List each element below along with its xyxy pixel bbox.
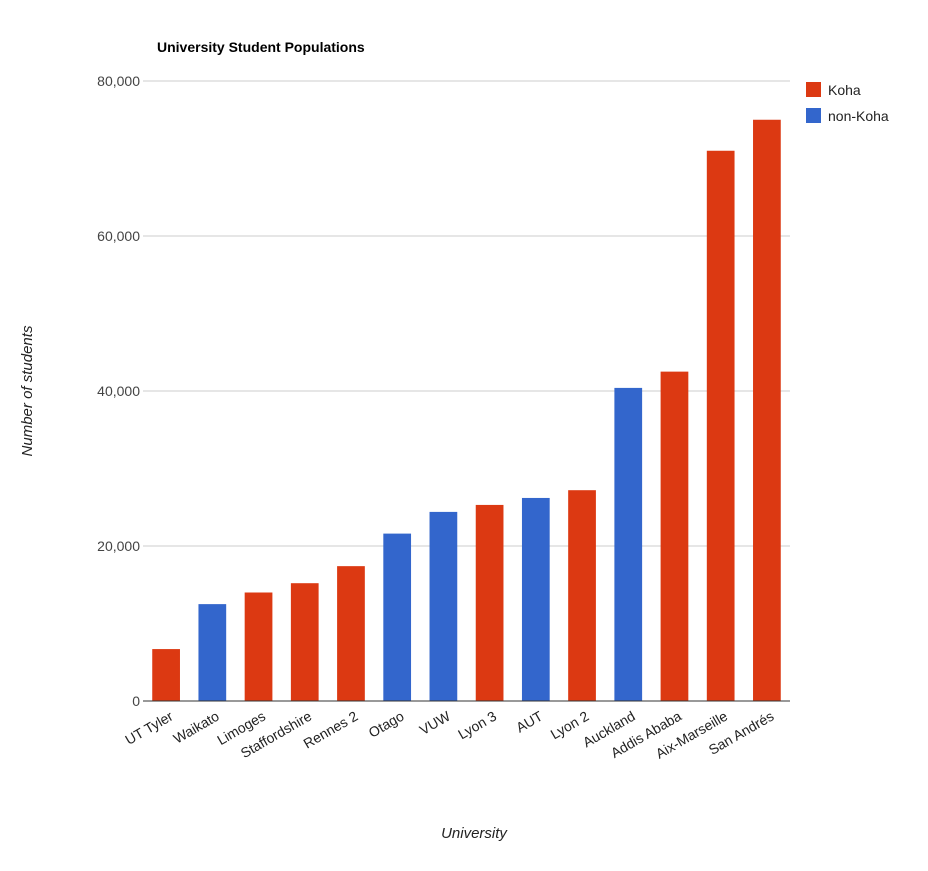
- y-axis-ticks: 0 20,000 40,000 60,000 80,000: [97, 73, 140, 709]
- legend-swatch: [806, 108, 821, 123]
- x-tick-label: Lyon 3: [455, 708, 499, 743]
- bar: [475, 504, 504, 701]
- y-tick-label: 40,000: [97, 383, 140, 399]
- bar: [337, 566, 365, 701]
- legend: Koha non-Koha: [806, 82, 889, 124]
- x-axis-ticks: UT TylerWaikatoLimogesStaffordshireRenne…: [122, 707, 776, 761]
- bar: [614, 387, 643, 701]
- bar: [521, 497, 550, 701]
- bar: [660, 371, 689, 701]
- bar: [152, 649, 180, 701]
- x-tick-label: Otago: [366, 708, 407, 741]
- legend-swatch: [806, 82, 821, 97]
- chart-title: University Student Populations: [157, 39, 365, 55]
- bar: [290, 583, 319, 701]
- bar: [706, 150, 735, 701]
- bar: [568, 490, 596, 701]
- legend-label: Koha: [828, 82, 861, 98]
- x-tick-label: AUT: [513, 708, 546, 736]
- y-tick-label: 20,000: [97, 538, 140, 554]
- y-tick-label: 80,000: [97, 73, 140, 89]
- bar: [244, 592, 273, 701]
- bar: [383, 533, 412, 701]
- bar: [198, 604, 227, 701]
- x-tick-label: VUW: [417, 707, 454, 738]
- gridlines: [143, 80, 790, 547]
- bar: [429, 511, 458, 701]
- x-tick-label: UT Tyler: [122, 708, 176, 748]
- legend-label: non-Koha: [828, 108, 889, 124]
- x-tick-label: Waikato: [170, 708, 222, 747]
- x-axis-title: University: [441, 825, 508, 842]
- bar: [753, 119, 781, 701]
- y-tick-label: 60,000: [97, 228, 140, 244]
- y-tick-label: 0: [132, 693, 140, 709]
- y-axis-title: Number of students: [19, 325, 36, 456]
- bars: [152, 119, 781, 701]
